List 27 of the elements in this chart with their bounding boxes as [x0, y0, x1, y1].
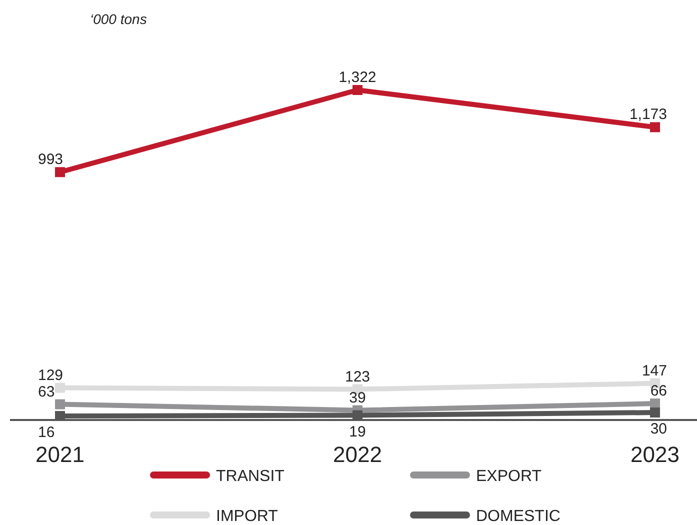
point [55, 399, 65, 410]
x-tick-label: 2022 [333, 442, 382, 467]
x-tick-label: 2021 [36, 442, 84, 467]
x-tick-label: 2023 [630, 442, 680, 467]
legend-label: TRANSIT [216, 468, 285, 485]
data-label: 30 [650, 420, 667, 438]
legend-label: IMPORT [216, 508, 278, 525]
data-label: 19 [349, 423, 366, 440]
data-label: 63 [38, 383, 55, 400]
legend-label: EXPORT [476, 468, 542, 485]
data-label: 993 [38, 151, 64, 168]
point [650, 408, 660, 418]
data-label: 123 [344, 368, 370, 386]
legend-label: DOMESTIC [476, 508, 560, 525]
point [55, 382, 65, 393]
data-label: 147 [642, 362, 667, 380]
point [650, 122, 660, 132]
point [352, 85, 362, 95]
data-label: 66 [650, 382, 667, 400]
point [55, 167, 65, 178]
data-label: 1,322 [338, 69, 376, 86]
data-label: 1,173 [629, 106, 667, 124]
data-label: 129 [38, 366, 64, 384]
data-label: 16 [38, 424, 55, 442]
y-axis-title: ‘000 tons [90, 11, 147, 27]
data-label: 39 [349, 389, 366, 406]
point [650, 398, 660, 409]
